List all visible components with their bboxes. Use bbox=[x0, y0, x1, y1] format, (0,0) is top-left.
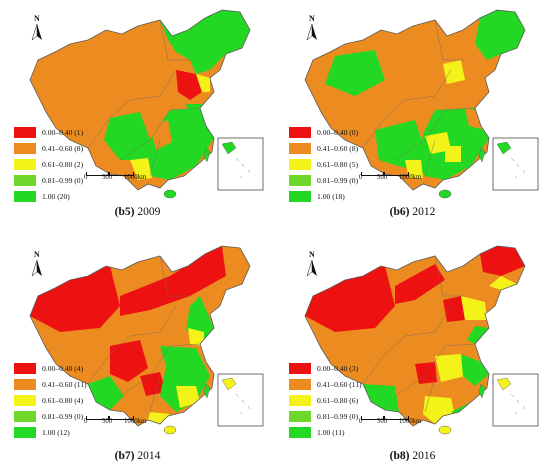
legend-item: 0.00–0.40 (3) bbox=[289, 360, 362, 376]
map-panel-b7: N 0.00–0.40 (4) 0.41–0.60 (11) 0.61–0.80… bbox=[0, 236, 275, 472]
legend-swatch bbox=[14, 394, 36, 406]
legend-item: 0.61–0.80 (2) bbox=[14, 156, 83, 172]
china-map-b7 bbox=[29, 245, 264, 435]
china-map-b8 bbox=[304, 245, 539, 435]
scale-bar: 0 500 1000km bbox=[84, 172, 147, 181]
legend-swatch bbox=[14, 362, 36, 374]
legend-item: 0.41–0.60 (8) bbox=[289, 140, 358, 156]
legend-swatch bbox=[14, 410, 36, 422]
legend: 0.00–0.40 (3) 0.41–0.60 (11) 0.61–0.80 (… bbox=[289, 360, 362, 440]
china-map-b6 bbox=[304, 9, 539, 199]
legend-item: 0.00–0.40 (4) bbox=[14, 360, 87, 376]
panel-caption: (b5) 2009 bbox=[114, 206, 161, 218]
legend-swatch bbox=[14, 190, 36, 202]
legend: 0.00–0.40 (0) 0.41–0.60 (8) 0.61–0.80 (5… bbox=[289, 124, 358, 204]
panel-caption: (b8) 2016 bbox=[389, 450, 436, 462]
legend-item: 1.00 (18) bbox=[289, 188, 358, 204]
legend-swatch bbox=[289, 142, 311, 154]
south-china-sea-inset bbox=[492, 137, 539, 191]
north-arrow: N bbox=[306, 250, 317, 276]
map-panel-b8: N 0.00–0.40 (3) 0.41–0.60 (11) 0.61–0.80… bbox=[275, 236, 550, 472]
legend-swatch bbox=[14, 158, 36, 170]
legend-swatch bbox=[289, 362, 311, 374]
map-panel-b6: N 0.00–0.40 (0) 0.41–0.60 (8) 0.61–0.80 … bbox=[275, 0, 550, 236]
legend-swatch bbox=[14, 142, 36, 154]
legend-item: 1.00 (12) bbox=[14, 424, 87, 440]
legend-item: 0.41–0.60 (8) bbox=[14, 140, 83, 156]
china-map-b5 bbox=[29, 9, 264, 199]
north-arrow: N bbox=[31, 14, 42, 40]
scale-bar: 0 500 1000km bbox=[359, 416, 422, 425]
panel-caption: (b6) 2012 bbox=[389, 206, 436, 218]
legend-item: 0.00–0.40 (0) bbox=[289, 124, 358, 140]
legend-swatch bbox=[289, 174, 311, 186]
map-panel-b5: N 0.00–0.40 (1) 0.41–0.60 (8) 0.61–0.80 … bbox=[0, 0, 275, 236]
legend-swatch bbox=[289, 410, 311, 422]
north-arrow: N bbox=[31, 250, 42, 276]
legend-item: 0.81–0.99 (0) bbox=[14, 408, 87, 424]
legend-swatch bbox=[14, 378, 36, 390]
south-china-sea-inset bbox=[217, 137, 264, 191]
scale-bar: 0 500 1000km bbox=[84, 416, 147, 425]
legend-swatch bbox=[14, 426, 36, 438]
legend-item: 0.41–0.60 (11) bbox=[289, 376, 362, 392]
legend-swatch bbox=[14, 126, 36, 138]
legend-item: 1.00 (20) bbox=[14, 188, 83, 204]
legend-swatch bbox=[289, 378, 311, 390]
legend-item: 1.00 (11) bbox=[289, 424, 362, 440]
legend-item: 0.81–0.99 (0) bbox=[14, 172, 83, 188]
legend-item: 0.81–0.99 (0) bbox=[289, 172, 358, 188]
legend-item: 0.61–0.80 (4) bbox=[14, 392, 87, 408]
legend-item: 0.41–0.60 (11) bbox=[14, 376, 87, 392]
south-china-sea-inset bbox=[217, 373, 264, 427]
legend-item: 0.81–0.99 (0) bbox=[289, 408, 362, 424]
panel-caption: (b7) 2014 bbox=[114, 450, 161, 462]
legend-item: 0.61–0.80 (6) bbox=[289, 392, 362, 408]
legend-swatch bbox=[289, 394, 311, 406]
scale-bar: 0 500 1000km bbox=[359, 172, 422, 181]
legend: 0.00–0.40 (1) 0.41–0.60 (8) 0.61–0.80 (2… bbox=[14, 124, 83, 204]
legend-swatch bbox=[289, 126, 311, 138]
legend-swatch bbox=[289, 426, 311, 438]
legend: 0.00–0.40 (4) 0.41–0.60 (11) 0.61–0.80 (… bbox=[14, 360, 87, 440]
legend-item: 0.61–0.80 (5) bbox=[289, 156, 358, 172]
legend-swatch bbox=[14, 174, 36, 186]
south-china-sea-inset bbox=[492, 373, 539, 427]
legend-swatch bbox=[289, 158, 311, 170]
north-arrow: N bbox=[306, 14, 317, 40]
legend-item: 0.00–0.40 (1) bbox=[14, 124, 83, 140]
legend-swatch bbox=[289, 190, 311, 202]
